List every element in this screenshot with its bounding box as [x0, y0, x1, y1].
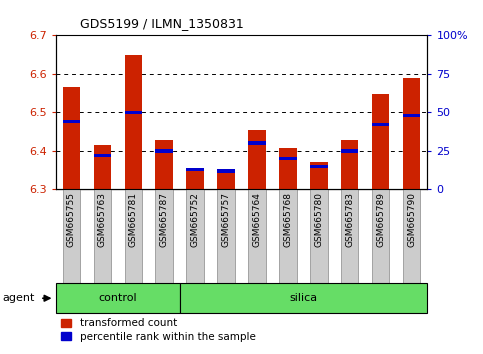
Bar — [156, 189, 172, 283]
Bar — [62, 189, 80, 283]
Text: GSM665780: GSM665780 — [314, 192, 324, 247]
Bar — [280, 157, 297, 160]
Text: control: control — [98, 293, 137, 303]
Text: GSM665790: GSM665790 — [408, 192, 416, 247]
Bar — [217, 189, 235, 283]
Text: GSM665763: GSM665763 — [98, 192, 107, 247]
Bar — [217, 169, 235, 173]
Bar — [341, 140, 358, 189]
Bar — [62, 87, 80, 189]
Bar — [156, 149, 172, 153]
Bar — [186, 189, 203, 283]
Bar — [56, 283, 180, 313]
Bar — [403, 114, 421, 117]
Text: GSM665755: GSM665755 — [67, 192, 75, 247]
Bar — [341, 189, 358, 283]
Bar — [341, 149, 358, 153]
Bar — [311, 165, 327, 168]
Bar — [156, 140, 172, 189]
Bar — [94, 189, 111, 283]
Bar — [125, 189, 142, 283]
Text: GSM665789: GSM665789 — [376, 192, 385, 247]
Bar — [94, 145, 111, 189]
Text: GDS5199 / ILMN_1350831: GDS5199 / ILMN_1350831 — [80, 17, 243, 30]
Bar — [186, 168, 203, 189]
Text: GSM665752: GSM665752 — [190, 192, 199, 247]
Bar — [280, 189, 297, 283]
Bar — [217, 169, 235, 189]
Bar — [311, 189, 327, 283]
Bar — [186, 168, 203, 171]
Bar — [372, 189, 389, 283]
Bar — [125, 56, 142, 189]
Text: GSM665781: GSM665781 — [128, 192, 138, 247]
Bar — [125, 111, 142, 114]
Text: GSM665787: GSM665787 — [159, 192, 169, 247]
Bar — [248, 130, 266, 189]
Bar — [248, 142, 266, 145]
Bar — [403, 189, 421, 283]
Text: GSM665783: GSM665783 — [345, 192, 355, 247]
Bar — [94, 154, 111, 157]
Bar — [311, 162, 327, 189]
Bar — [248, 189, 266, 283]
Bar — [403, 78, 421, 189]
Bar — [372, 94, 389, 189]
Text: agent: agent — [2, 293, 35, 303]
Bar — [280, 148, 297, 189]
Bar — [372, 123, 389, 126]
Text: silica: silica — [289, 293, 317, 303]
Text: GSM665764: GSM665764 — [253, 192, 261, 247]
Text: GSM665757: GSM665757 — [222, 192, 230, 247]
Text: GSM665768: GSM665768 — [284, 192, 293, 247]
Bar — [62, 120, 80, 123]
Legend: transformed count, percentile rank within the sample: transformed count, percentile rank withi… — [61, 319, 256, 342]
Bar — [180, 283, 427, 313]
